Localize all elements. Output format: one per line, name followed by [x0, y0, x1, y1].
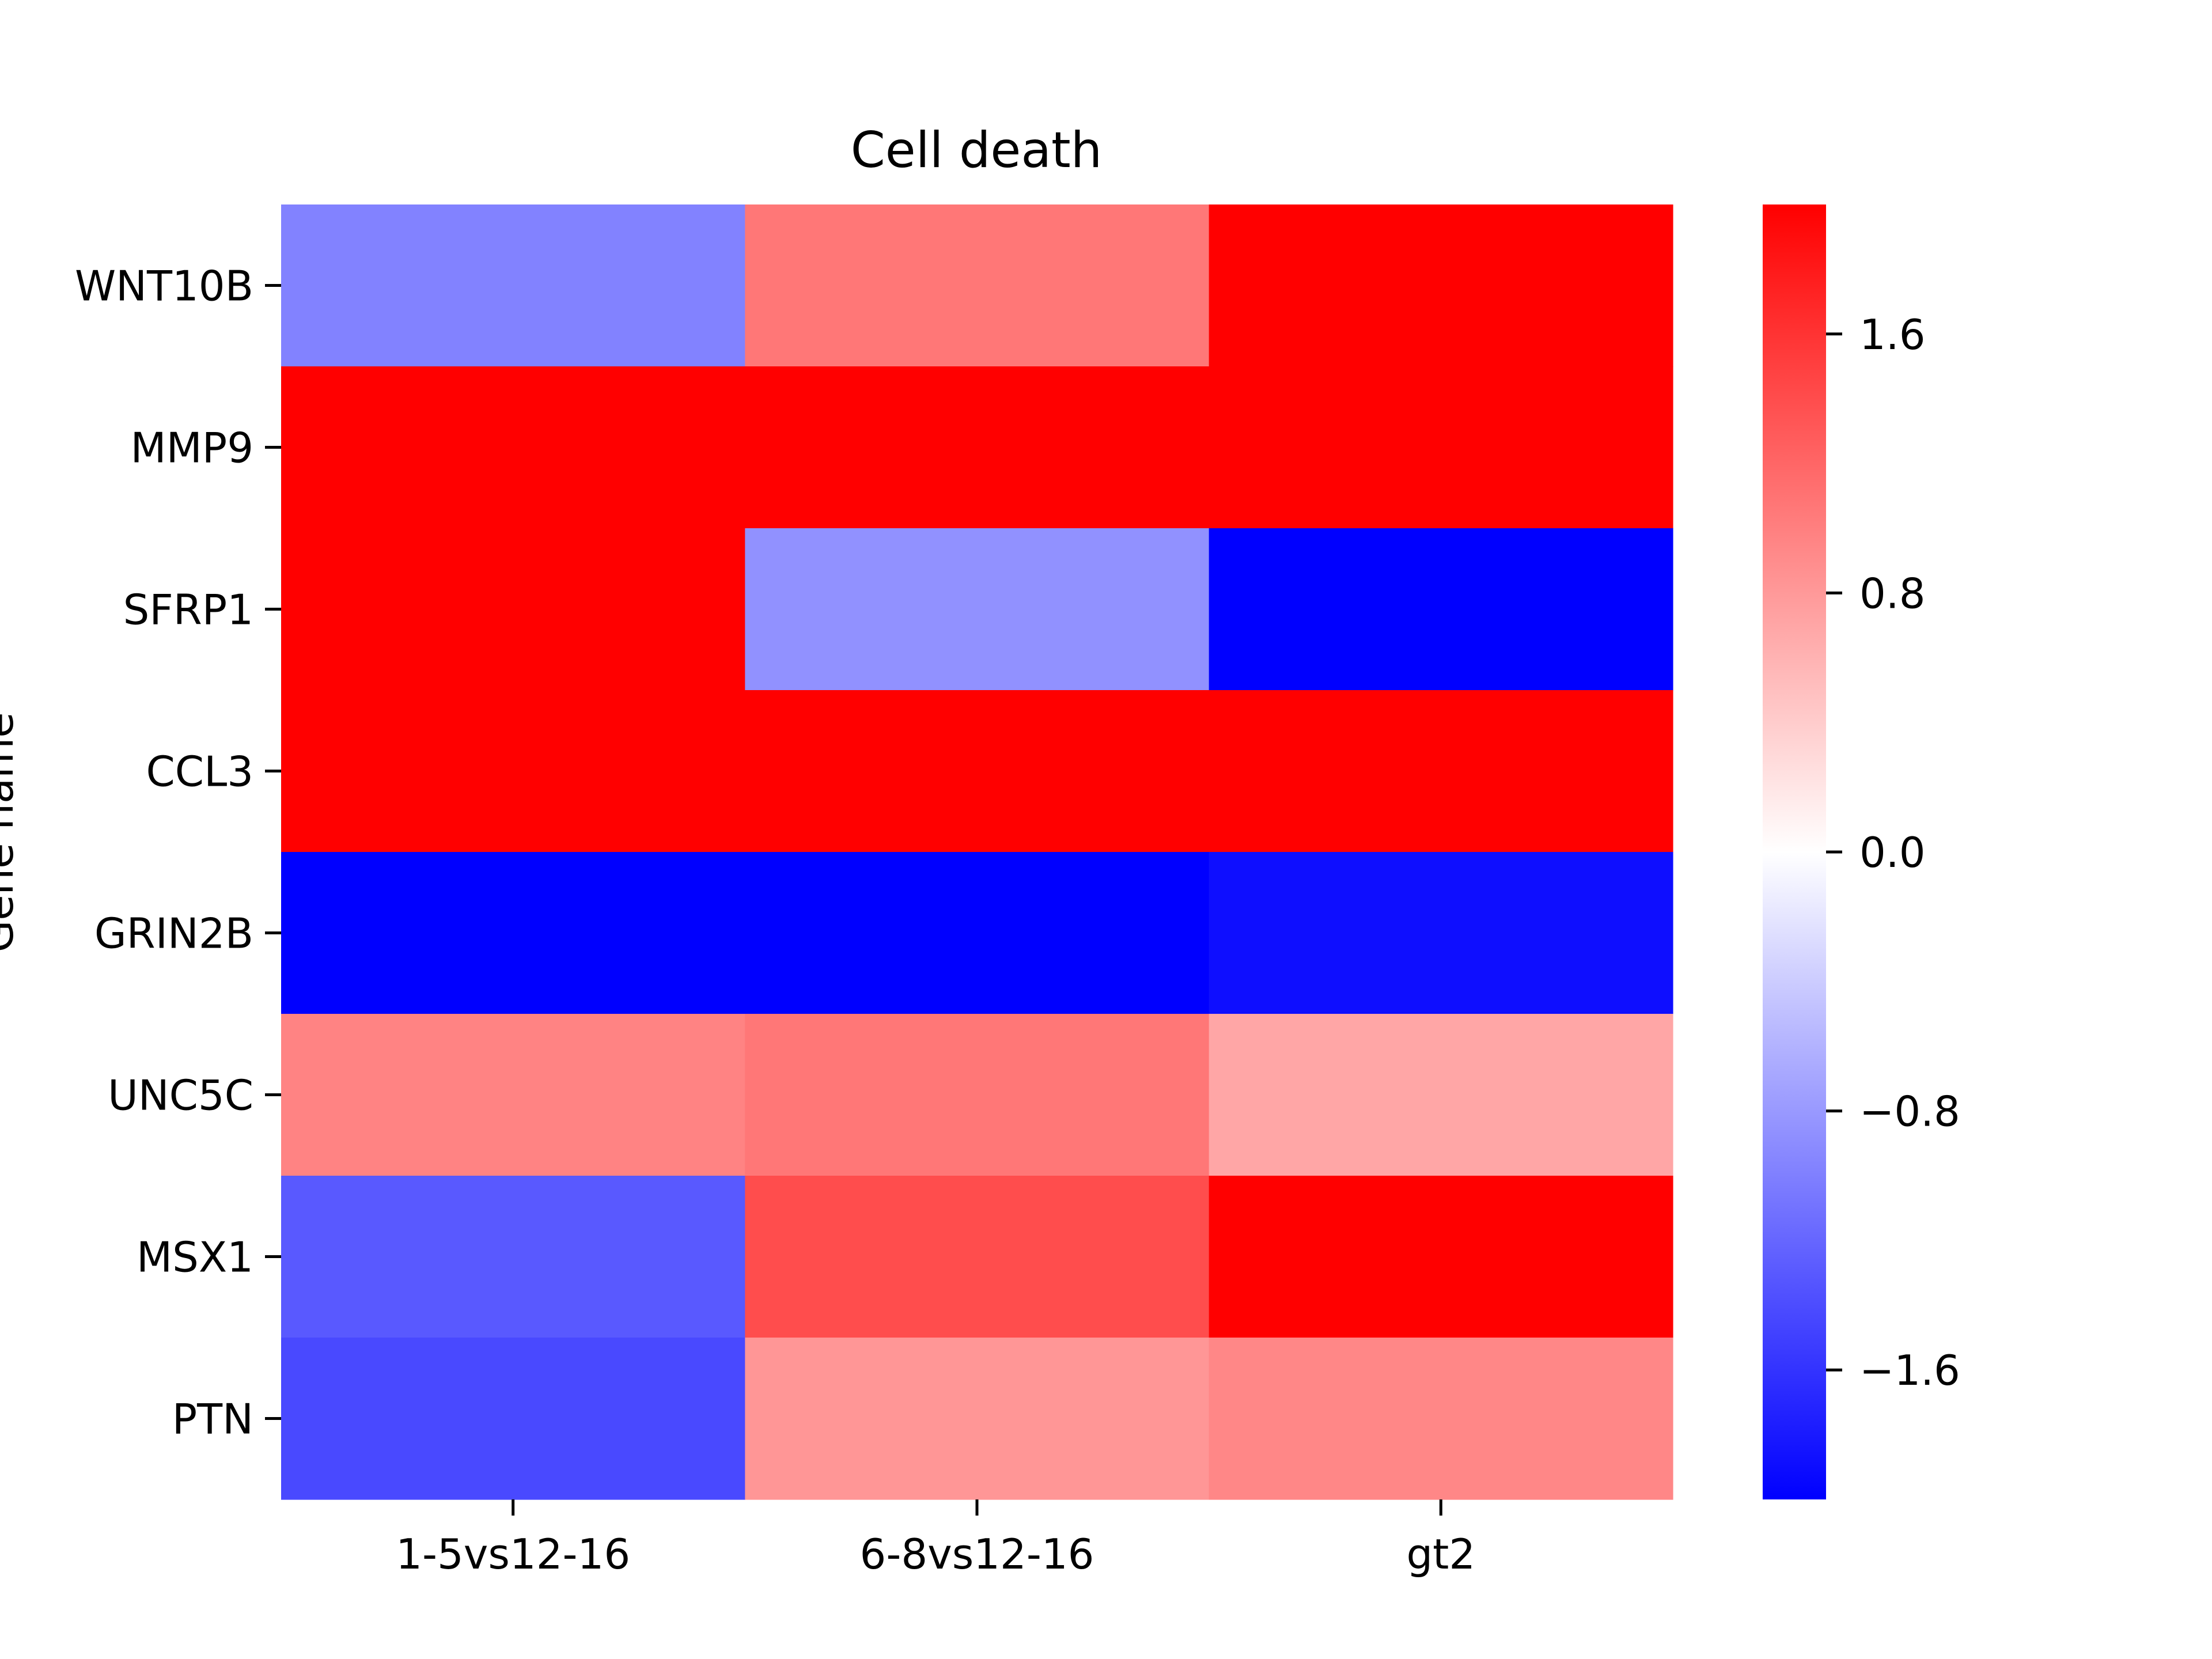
heatmap-cell [745, 1014, 1210, 1176]
heatmap-cell [1209, 1014, 1673, 1176]
y-tick-label: MMP9 [131, 424, 253, 472]
y-axis-label: Gene name [0, 712, 22, 952]
heatmap-cell [1209, 528, 1673, 691]
y-tick-label: CCL3 [146, 748, 253, 796]
heatmap-cell [281, 1176, 745, 1338]
heatmap-cell [745, 1338, 1210, 1500]
x-tick-label: gt2 [1406, 1530, 1475, 1578]
colorbar-tick-label: 1.6 [1859, 310, 1926, 359]
heatmap-cells [281, 204, 1673, 1500]
heatmap-cell [281, 1338, 745, 1500]
heatmap-cell [1209, 1176, 1673, 1338]
colorbar-ticks: −1.6 −0.8 0.0 0.8 1.6 [1826, 310, 1960, 1395]
heatmap-cell [281, 204, 745, 367]
heatmap-cell [745, 204, 1210, 367]
heatmap-cell [281, 1014, 745, 1176]
y-tick-label: WNT10B [75, 262, 253, 310]
x-axis: 1-5vs12-16 6-8vs12-16 gt2 [396, 1499, 1475, 1578]
colorbar-tick-label: 0.8 [1859, 569, 1926, 618]
y-tick-label: PTN [172, 1395, 253, 1444]
heatmap-cell [281, 852, 745, 1014]
y-tick-label: SFRP1 [123, 586, 253, 634]
x-tick-label: 6-8vs12-16 [860, 1530, 1094, 1578]
heatmap-cell [1209, 1338, 1673, 1500]
y-axis: WNT10B MMP9 SFRP1 CCL3 GRIN2B UNC5C MSX1 PTN [75, 262, 281, 1444]
heatmap-cell [1209, 690, 1673, 853]
y-tick-label: MSX1 [137, 1233, 253, 1282]
heatmap-cell [745, 366, 1210, 529]
colorbar-tick-label: −0.8 [1859, 1088, 1960, 1136]
x-tick-label: 1-5vs12-16 [396, 1530, 630, 1578]
heatmap-cell [281, 690, 745, 853]
heatmap-cell [1209, 366, 1673, 529]
heatmap-cell [1209, 852, 1673, 1014]
heatmap-cell [745, 528, 1210, 691]
colorbar-tick-label: 0.0 [1859, 828, 1926, 877]
colorbar-tick-label: −1.6 [1859, 1346, 1960, 1395]
heatmap-cell [745, 1176, 1210, 1338]
heatmap-cell [745, 852, 1210, 1014]
y-tick-label: GRIN2B [94, 910, 253, 958]
colorbar [1763, 204, 1826, 1499]
y-tick-label: UNC5C [108, 1071, 253, 1120]
heatmap-cell [281, 528, 745, 691]
heatmap-cell [281, 366, 745, 529]
heatmap-cell [1209, 204, 1673, 367]
heatmap-cell [745, 690, 1210, 853]
chart-title: Cell death [851, 122, 1103, 179]
